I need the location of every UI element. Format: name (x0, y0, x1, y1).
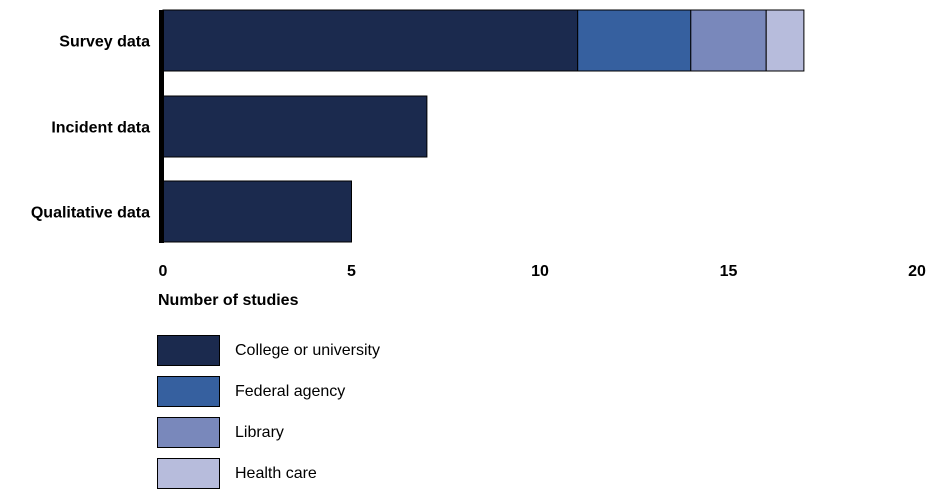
legend-item: Federal agency (157, 375, 380, 408)
y-axis-line (159, 10, 164, 243)
legend-item: College or university (157, 334, 380, 367)
legend-swatch (157, 417, 220, 448)
bar-segment (690, 9, 767, 72)
legend-label: Health care (235, 464, 317, 482)
category-label: Qualitative data (31, 205, 150, 222)
category-label: Survey data (59, 34, 150, 51)
legend-label: Federal agency (235, 382, 346, 400)
legend-swatch (157, 376, 220, 407)
bars-group (162, 9, 805, 243)
bar-segment (577, 9, 692, 72)
bar-segment (162, 180, 352, 243)
category-labels: Survey data Incident data Qualitative data (31, 34, 150, 222)
legend-item: Library (157, 416, 380, 449)
legend-swatch (157, 458, 220, 489)
x-tick-label: 10 (531, 263, 549, 280)
x-tick-labels: 0 5 10 15 20 (159, 263, 926, 280)
bar-segment (162, 9, 579, 72)
legend: College or university Federal agency Lib… (157, 334, 380, 498)
legend-label: College or university (235, 341, 380, 359)
legend-label: Library (235, 423, 284, 441)
legend-item: Health care (157, 457, 380, 490)
x-tick-label: 15 (720, 263, 738, 280)
bar-segment (765, 9, 805, 72)
x-tick-label: 20 (908, 263, 926, 280)
x-tick-label: 0 (159, 263, 168, 280)
bar-segment (162, 95, 428, 158)
x-axis-label: Number of studies (158, 292, 299, 309)
legend-swatch (157, 335, 220, 366)
category-label: Incident data (51, 120, 150, 137)
x-tick-label: 5 (347, 263, 356, 280)
bar-chart: Survey data Incident data Qualitative data… (31, 9, 926, 280)
